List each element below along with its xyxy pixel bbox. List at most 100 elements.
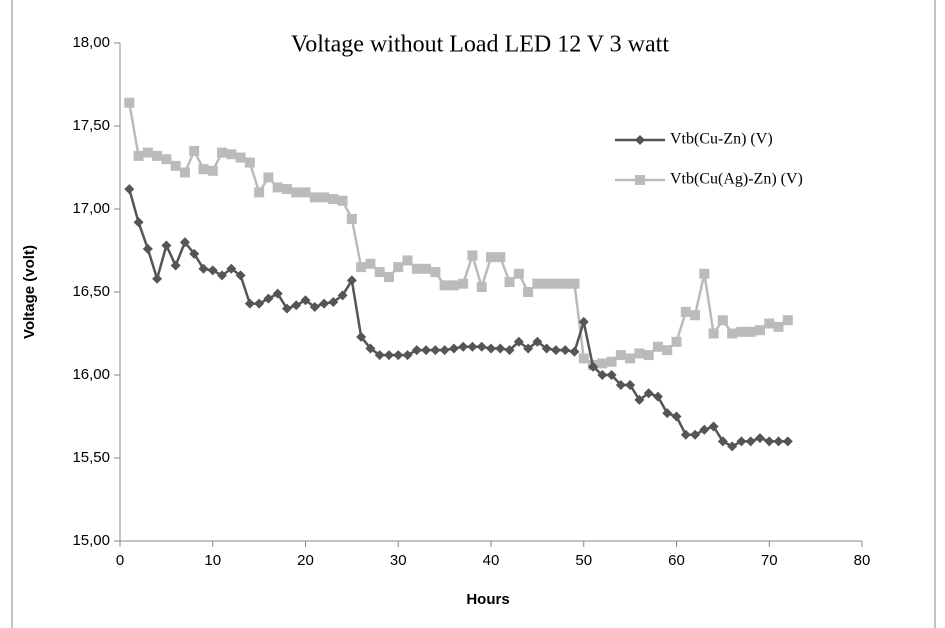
- data-point: [754, 433, 765, 444]
- data-point: [486, 252, 496, 263]
- data-point: [152, 273, 163, 284]
- data-point: [550, 345, 561, 356]
- data-point: [680, 306, 691, 317]
- data-point: [532, 336, 543, 347]
- data-point: [634, 394, 645, 405]
- data-point: [272, 288, 283, 299]
- data-point: [263, 293, 274, 304]
- data-point: [550, 278, 561, 289]
- data-point: [254, 298, 265, 309]
- data-point: [207, 165, 218, 176]
- data-point: [365, 343, 376, 354]
- data-point: [523, 343, 534, 354]
- data-point: [383, 272, 394, 283]
- data-point: [179, 167, 190, 178]
- data-point: [708, 328, 719, 339]
- data-point: [291, 300, 302, 311]
- data-point: [597, 370, 608, 380]
- x-tick-label: 0: [116, 552, 124, 569]
- data-point: [680, 429, 691, 440]
- data-point: [235, 270, 246, 281]
- data-point: [523, 287, 534, 297]
- data-point: [402, 255, 413, 266]
- data-point: [606, 356, 617, 367]
- data-point: [476, 341, 487, 352]
- data-point: [254, 187, 265, 198]
- data-point: [764, 318, 775, 329]
- data-point: [764, 436, 775, 447]
- y-tick-label: 17,00: [72, 200, 110, 217]
- data-point: [745, 436, 756, 447]
- data-point: [495, 252, 506, 263]
- series-line: [128, 188, 788, 448]
- data-point: [244, 298, 255, 309]
- data-point: [124, 97, 135, 108]
- data-point: [319, 192, 330, 203]
- data-point: [217, 270, 228, 281]
- data-point: [430, 267, 441, 278]
- data-point: [291, 187, 302, 198]
- data-point: [634, 348, 645, 359]
- data-point: [346, 275, 357, 286]
- data-point: [393, 262, 404, 273]
- data-point: [411, 263, 422, 274]
- data-point: [346, 213, 357, 224]
- data-point: [458, 341, 469, 352]
- data-point: [300, 295, 311, 306]
- data-point: [699, 268, 710, 279]
- data-point: [217, 147, 228, 158]
- data-point: [365, 258, 376, 269]
- data-point: [458, 278, 469, 289]
- data-point: [708, 421, 719, 432]
- data-point: [652, 391, 663, 402]
- data-point: [513, 268, 524, 279]
- y-tick-label: 17,50: [72, 117, 110, 134]
- data-point: [356, 262, 367, 273]
- data-point: [170, 160, 181, 171]
- data-point: [782, 315, 793, 326]
- data-point: [727, 441, 738, 452]
- x-tick-label: 50: [575, 552, 592, 569]
- data-point: [337, 290, 348, 301]
- data-point: [300, 187, 311, 198]
- data-point: [754, 325, 765, 336]
- x-tick-label: 60: [668, 552, 685, 569]
- data-point: [495, 343, 506, 354]
- legend-label: Vtb(Cu-Zn) (V): [670, 131, 773, 148]
- data-point: [189, 248, 200, 259]
- y-tick-label: 15,50: [72, 449, 110, 466]
- x-tick-label: 70: [761, 552, 778, 569]
- data-point: [662, 408, 673, 419]
- data-point: [560, 278, 571, 289]
- data-point: [328, 296, 339, 307]
- x-axis-label: Hours: [466, 591, 509, 608]
- data-point: [374, 267, 385, 278]
- data-point: [569, 346, 580, 357]
- data-point: [226, 263, 237, 274]
- data-point: [615, 350, 626, 361]
- data-point: [476, 282, 487, 293]
- data-point: [309, 301, 320, 312]
- data-point: [690, 310, 701, 321]
- data-point: [513, 336, 524, 347]
- data-point: [179, 237, 190, 248]
- data-point: [133, 217, 144, 228]
- data-point: [272, 182, 283, 193]
- data-point: [745, 326, 756, 337]
- data-point: [226, 149, 237, 160]
- data-point: [467, 250, 478, 261]
- data-point: [142, 243, 153, 254]
- data-point: [337, 195, 348, 206]
- data-point: [124, 184, 135, 195]
- data-point: [161, 240, 172, 251]
- data-point: [281, 303, 292, 314]
- data-point: [736, 326, 747, 337]
- data-point: [578, 353, 589, 364]
- data-point: [597, 358, 608, 369]
- data-point: [532, 278, 543, 289]
- data-point: [662, 345, 673, 356]
- x-tick-label: 30: [390, 552, 407, 569]
- data-point: [411, 345, 422, 356]
- data-point: [652, 341, 663, 352]
